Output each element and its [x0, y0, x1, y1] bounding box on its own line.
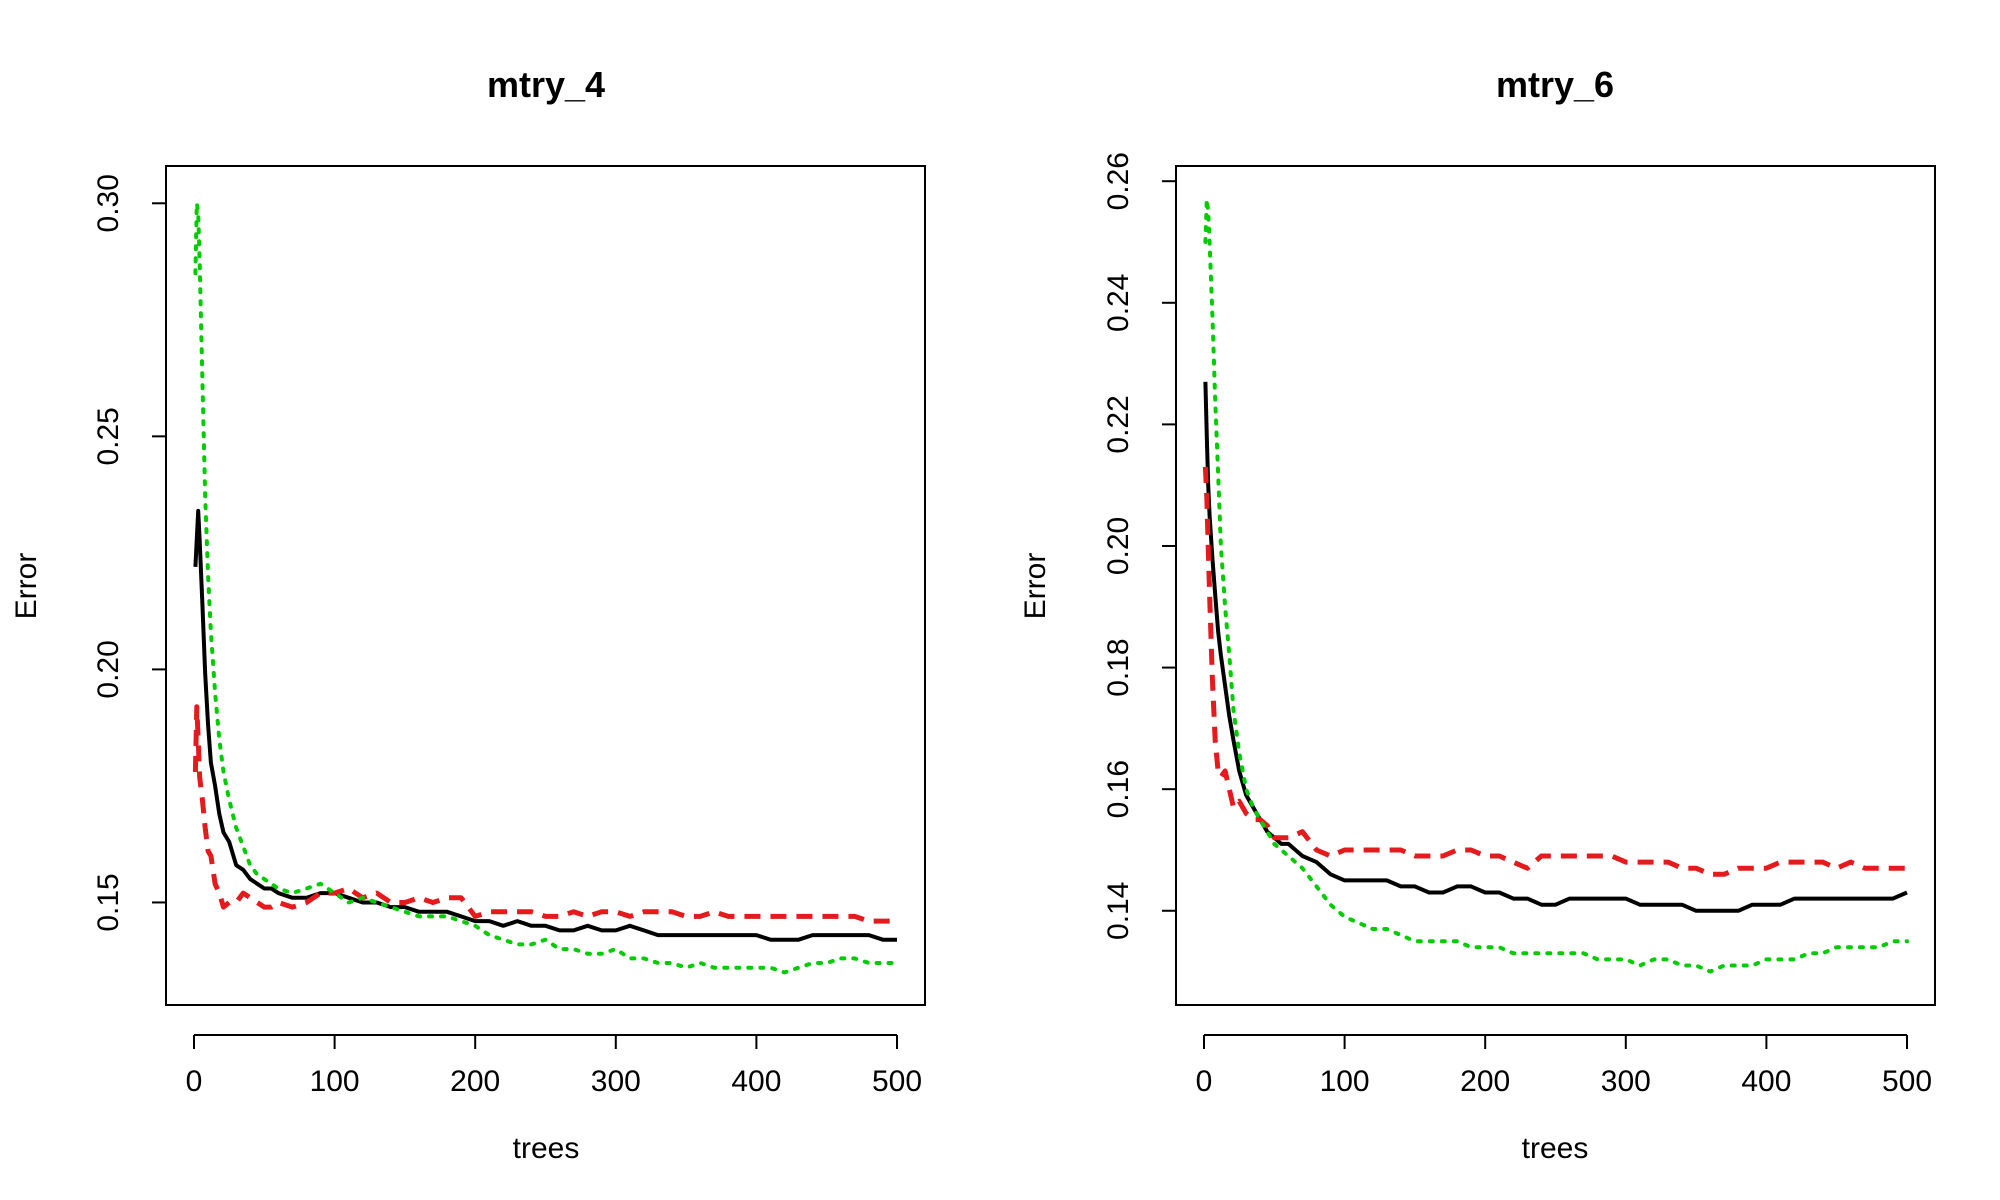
y-tick-label: 0.20	[1102, 517, 1135, 575]
y-tick-label: 0.26	[1102, 152, 1135, 210]
series-line-2	[1203, 197, 1909, 974]
y-tick-label: 0.20	[92, 640, 125, 698]
panel-mtry-6: mtry_6 trees Error 0 100 200 300 400 500 0.14…	[1019, 64, 1936, 1165]
y-tick-label: 0.22	[1102, 395, 1135, 453]
chart-title: mtry_6	[1496, 64, 1614, 105]
series-line-2	[193, 201, 899, 975]
x-tick-label: 400	[731, 1065, 781, 1098]
y-axis: 0.15 0.20 0.25 0.30	[92, 174, 167, 932]
x-axis: 0 100 200 300 400 500	[1196, 1034, 1932, 1098]
y-tick-label: 0.16	[1102, 760, 1135, 818]
x-tick-label: 100	[1320, 1065, 1370, 1098]
y-tick-label: 0.24	[1102, 274, 1135, 332]
y-tick-label: 0.30	[92, 174, 125, 232]
x-tick-label: 300	[1601, 1065, 1651, 1098]
chart-title: mtry_4	[487, 64, 605, 105]
y-tick-label: 0.18	[1102, 638, 1135, 696]
x-tick-label: 300	[591, 1065, 641, 1098]
series-line-0	[193, 508, 897, 942]
x-tick-label: 100	[310, 1065, 360, 1098]
y-axis-label: Error	[1019, 553, 1052, 620]
y-tick-label: 0.14	[1102, 882, 1135, 940]
series-lines	[192, 201, 899, 975]
x-tick-label: 200	[1460, 1065, 1510, 1098]
plot-frame	[1175, 165, 1936, 1006]
x-tick-label: 0	[1196, 1065, 1213, 1098]
x-axis-label: trees	[513, 1132, 580, 1165]
series-line-1	[192, 704, 897, 924]
x-axis: 0 100 200 300 400 500	[186, 1034, 922, 1098]
y-axis-label: Error	[10, 553, 43, 620]
y-axis: 0.14 0.16 0.18 0.20 0.22 0.24 0.26	[1102, 152, 1177, 940]
y-tick-label: 0.25	[92, 407, 125, 465]
x-tick-label: 500	[872, 1065, 922, 1098]
series-line-0	[1203, 381, 1908, 913]
x-tick-label: 500	[1882, 1065, 1932, 1098]
x-tick-label: 200	[450, 1065, 500, 1098]
series-lines	[1202, 197, 1909, 974]
x-tick-label: 0	[186, 1065, 203, 1098]
series-line-1	[1202, 466, 1907, 877]
panel-mtry-4: mtry_4 trees Error 0 100 200 300 400 500 0.15…	[10, 64, 926, 1165]
y-tick-label: 0.15	[92, 873, 125, 931]
plot-frame	[165, 165, 926, 1006]
x-tick-label: 400	[1741, 1065, 1791, 1098]
x-axis-label: trees	[1522, 1132, 1589, 1165]
